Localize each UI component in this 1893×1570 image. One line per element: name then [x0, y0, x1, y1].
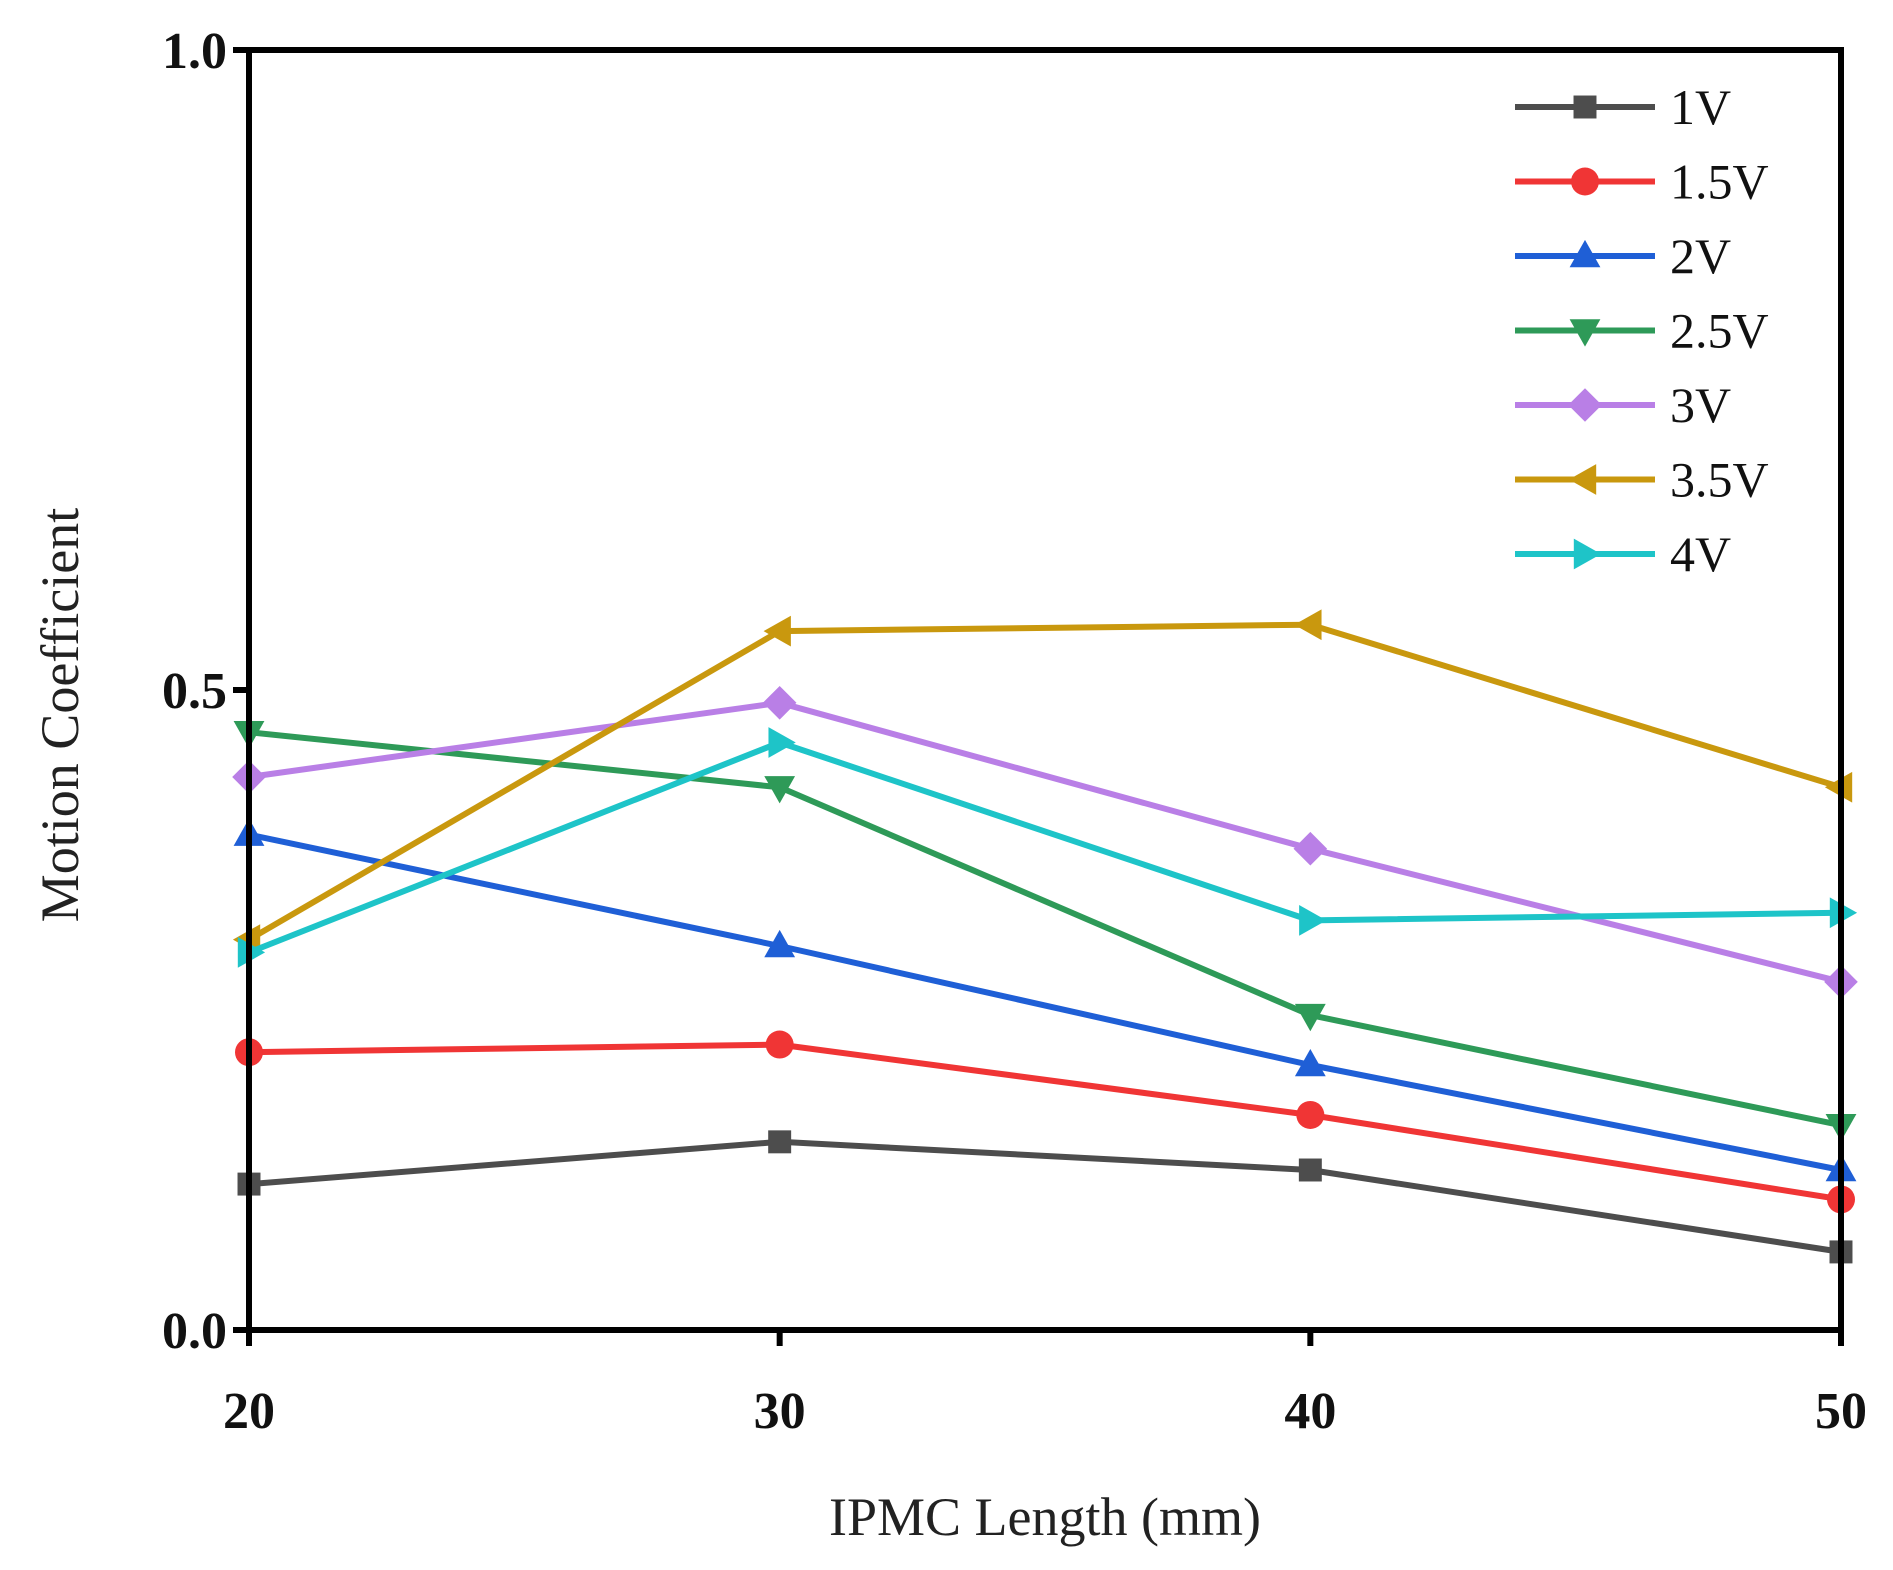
data-point-4v-30: [768, 727, 796, 758]
legend-item-2-5v: 2.5V: [1515, 303, 1769, 359]
series-line-3v: [248, 699, 1842, 985]
legend-item-1v: 1V: [1515, 79, 1731, 135]
data-point-1-5v-30: [765, 1030, 794, 1059]
data-point-1v-40: [1298, 1158, 1322, 1182]
legend-item-3-5v: 3.5V: [1515, 452, 1769, 508]
data-point-3-5v-40: [1294, 609, 1322, 641]
series-4v: [237, 727, 1858, 968]
data-point-2-5v-40: [1294, 1003, 1326, 1032]
data-point-1-5v-40: [1296, 1100, 1325, 1129]
x-tick-label-30: 30: [754, 1383, 806, 1440]
y-tick-label-1: 1.0: [162, 23, 227, 80]
x-tick-label-20: 20: [223, 1383, 275, 1440]
legend-marker-1v: [1573, 95, 1597, 119]
series-line-4v: [247, 739, 1842, 956]
legend-item-2v: 2V: [1515, 228, 1731, 284]
legend-label-4v: 4V: [1670, 526, 1731, 582]
data-point-3-5v-30: [763, 615, 791, 647]
legend-marker-1-5v: [1571, 167, 1599, 196]
axes: [246, 47, 1844, 1333]
data-point-4v-40: [1299, 905, 1327, 936]
legend-marker-2-5v: [1569, 319, 1601, 347]
legend-label-1-5v: 1.5V: [1670, 154, 1769, 210]
y-axis-label: Motion Coefficient: [30, 508, 90, 922]
x-tick-label-50: 50: [1815, 1383, 1867, 1440]
legend-item-4v: 4V: [1515, 526, 1731, 582]
legend-label-3v: 3V: [1670, 377, 1731, 433]
legend-marker-4v: [1573, 538, 1602, 570]
data-point-1v-30: [768, 1130, 792, 1154]
y-tick-label-0: 0.0: [162, 1303, 227, 1360]
legend-label-3-5v: 3.5V: [1670, 452, 1769, 508]
x-axis-label: IPMC Length (mm): [829, 1487, 1261, 1547]
series-line-2-5v: [248, 729, 1842, 1129]
legend-marker-3v: [1568, 388, 1602, 422]
data-point-2v-30: [764, 929, 796, 958]
legend-label-2v: 2V: [1670, 228, 1731, 284]
series-3v: [232, 686, 1858, 999]
y-tick-label-0.5: 0.5: [162, 663, 227, 720]
series-layer: [232, 609, 1858, 1264]
series-line-1-5v: [248, 1041, 1842, 1203]
data-point-3v-30: [762, 686, 797, 720]
plot-frame: [246, 47, 1844, 1333]
legend-label-2-5v: 2.5V: [1670, 303, 1769, 359]
data-point-2v-40: [1294, 1048, 1326, 1077]
legend-item-3v: 3V: [1515, 377, 1731, 433]
series-2v: [233, 818, 1857, 1182]
legend-item-1-5v: 1.5V: [1515, 154, 1769, 210]
legend-marker-2v: [1569, 239, 1601, 268]
series-1v: [237, 1130, 1853, 1264]
data-point-2-5v-30: [764, 776, 796, 804]
legend-marker-3-5v: [1568, 464, 1597, 495]
series-line-1v: [248, 1138, 1842, 1255]
legend: 1V 1.5V 2V 2.5V 3V 3.5V 4V: [1515, 79, 1769, 582]
series-line-2v: [248, 831, 1842, 1173]
ticks: 20 30 40 50 0.0 0.5 1.0: [162, 23, 1867, 1440]
x-tick-label-40: 40: [1284, 1383, 1336, 1440]
series-line-3-5v: [247, 621, 1842, 943]
data-point-3v-40: [1293, 831, 1328, 866]
legend-label-1v: 1V: [1670, 79, 1731, 135]
